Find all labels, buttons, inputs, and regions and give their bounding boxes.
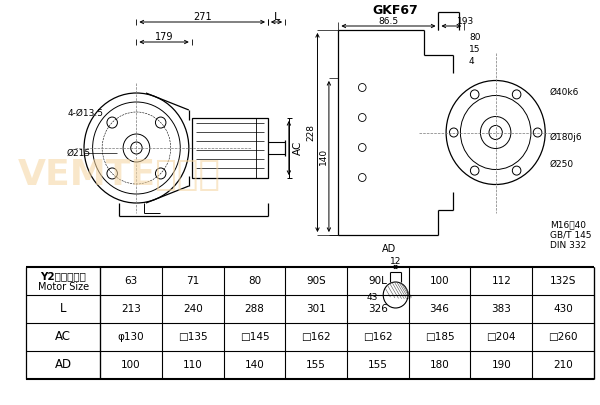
Text: AC: AC: [55, 330, 71, 343]
Text: 193: 193: [457, 17, 474, 26]
Text: □145: □145: [239, 332, 269, 342]
Text: 43: 43: [366, 292, 377, 301]
Text: L: L: [274, 12, 280, 22]
Text: VEMTE瓦鸡特: VEMTE瓦鸡特: [18, 158, 221, 192]
Text: 90S: 90S: [306, 276, 326, 286]
Text: 210: 210: [553, 360, 573, 370]
Text: 4-Ø13.5: 4-Ø13.5: [68, 109, 104, 117]
Text: 80: 80: [248, 276, 261, 286]
Text: GB/T 145: GB/T 145: [550, 230, 592, 239]
Text: DIN 332: DIN 332: [550, 241, 586, 249]
Text: M16淵40: M16淵40: [550, 220, 586, 230]
Text: GKF67: GKF67: [373, 4, 418, 17]
Text: 179: 179: [155, 32, 173, 42]
Text: 4: 4: [469, 58, 475, 66]
Text: 110: 110: [183, 360, 203, 370]
Text: 100: 100: [121, 360, 141, 370]
Text: Ø180j6: Ø180j6: [550, 133, 583, 142]
Text: 100: 100: [430, 276, 449, 286]
Text: □260: □260: [548, 332, 578, 342]
Text: Ø40k6: Ø40k6: [550, 88, 580, 97]
Text: Y2电机机座号: Y2电机机座号: [40, 271, 86, 281]
Text: 86.5: 86.5: [379, 17, 398, 26]
Text: 132S: 132S: [550, 276, 576, 286]
Text: 228: 228: [307, 124, 316, 141]
Bar: [191, 118, 268, 178]
Text: 240: 240: [183, 304, 203, 314]
Text: AC: AC: [293, 141, 304, 155]
Text: 213: 213: [121, 304, 141, 314]
Text: 63: 63: [124, 276, 137, 286]
Text: □162: □162: [301, 332, 331, 342]
Text: Ø250: Ø250: [550, 160, 574, 169]
Text: AD: AD: [55, 358, 71, 371]
Text: 190: 190: [491, 360, 511, 370]
Text: Motor Size: Motor Size: [38, 282, 89, 292]
Text: 271: 271: [193, 12, 211, 22]
Text: 112: 112: [491, 276, 511, 286]
Text: 383: 383: [491, 304, 511, 314]
Text: φ130: φ130: [118, 332, 145, 342]
Text: 15: 15: [469, 45, 481, 55]
Text: 301: 301: [306, 304, 326, 314]
Text: □135: □135: [178, 332, 208, 342]
Text: 12: 12: [390, 258, 401, 266]
Text: 288: 288: [245, 304, 265, 314]
Text: L: L: [60, 303, 67, 315]
Text: 180: 180: [430, 360, 449, 370]
Text: 346: 346: [430, 304, 449, 314]
Text: 140: 140: [319, 148, 328, 165]
Text: 140: 140: [245, 360, 265, 370]
Text: 71: 71: [186, 276, 199, 286]
Text: □185: □185: [425, 332, 454, 342]
Text: 90L: 90L: [368, 276, 387, 286]
Text: □162: □162: [363, 332, 392, 342]
Text: 326: 326: [368, 304, 388, 314]
Text: 155: 155: [306, 360, 326, 370]
Text: 80: 80: [469, 34, 481, 43]
Text: 155: 155: [368, 360, 388, 370]
Text: □204: □204: [487, 332, 516, 342]
Text: Ø215: Ø215: [67, 149, 91, 158]
Text: 430: 430: [553, 304, 573, 314]
Text: AD: AD: [382, 244, 396, 254]
